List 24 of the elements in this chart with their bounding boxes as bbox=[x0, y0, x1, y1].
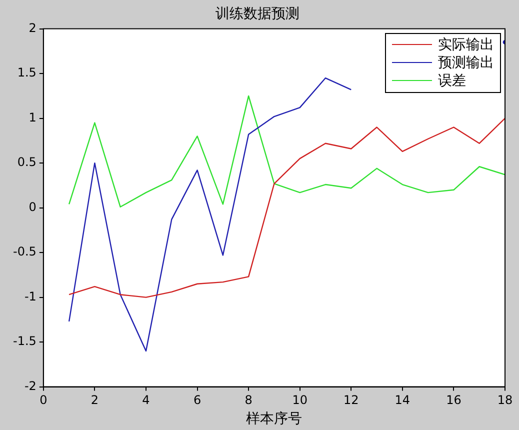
legend-label: 实际输出 bbox=[438, 36, 494, 54]
x-tick-label: 0 bbox=[40, 393, 48, 408]
y-tick-label: 2 bbox=[28, 20, 36, 35]
legend-label: 误差 bbox=[438, 72, 466, 90]
y-tick-label: -1.5 bbox=[12, 334, 36, 348]
x-tick-label: 8 bbox=[244, 393, 252, 408]
chart-title: 训练数据预测 bbox=[216, 6, 300, 22]
x-tick-label: 12 bbox=[343, 393, 359, 408]
x-tick-label: 4 bbox=[142, 393, 150, 408]
x-tick-label: 6 bbox=[193, 393, 202, 408]
y-tick-label: -2 bbox=[24, 378, 36, 393]
y-tick-label: 0.5 bbox=[17, 155, 36, 170]
x-tick-label: 14 bbox=[394, 393, 410, 408]
y-tick-label: -0.5 bbox=[12, 244, 36, 259]
y-tick-label: 1.5 bbox=[17, 66, 36, 80]
x-tick-label: 16 bbox=[446, 393, 462, 408]
y-tick-label: -1 bbox=[24, 289, 36, 304]
y-tick-label: 1 bbox=[28, 110, 36, 124]
x-tick-label: 2 bbox=[90, 393, 99, 408]
legend-label: 预测输出 bbox=[438, 54, 494, 72]
x-axis-title: 样本序号 bbox=[246, 411, 302, 428]
x-tick-label: 10 bbox=[292, 393, 308, 408]
x-tick-label: 18 bbox=[497, 393, 513, 408]
y-tick-label: 0 bbox=[28, 200, 36, 214]
